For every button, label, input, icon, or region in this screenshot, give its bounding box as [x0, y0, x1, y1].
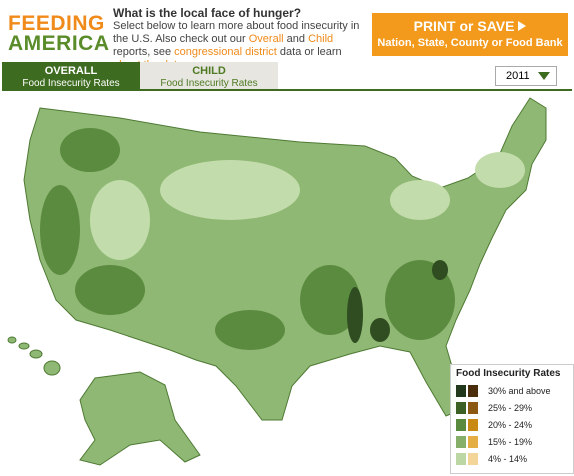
legend-row: 15% - 19% [456, 436, 568, 450]
dropdown-arrow [538, 72, 550, 80]
legend-swatch [456, 402, 466, 414]
print-button[interactable]: PRINT or SAVE Nation, State, County or F… [372, 13, 568, 56]
tab-bar [2, 89, 572, 91]
year-select[interactable]: 2011 [495, 66, 557, 86]
tab[interactable]: OVERALL Food Insecurity Rates [2, 62, 140, 89]
intro-link[interactable]: congressional district [174, 46, 277, 58]
legend-swatch [456, 436, 466, 448]
legend-title: Food Insecurity Rates [456, 368, 561, 379]
legend-label: 30% and above [488, 386, 551, 396]
legend-label: 25% - 29% [488, 403, 533, 413]
intro-text: reports, see [113, 46, 175, 58]
very-high-rate-areas [347, 260, 448, 343]
tab-subtitle: Food Insecurity Rates [160, 78, 258, 89]
tab-title: OVERALL [44, 65, 98, 77]
year-value: 2011 [506, 70, 530, 82]
legend-row: 20% - 24% [456, 419, 568, 433]
legend-swatch [456, 419, 466, 431]
arrow-icon [518, 21, 527, 31]
intro-title: What is the local face of hunger? [113, 6, 302, 20]
high-rate-areas [40, 128, 455, 350]
logo-line: FEEDING [8, 12, 105, 35]
legend-swatch [456, 385, 466, 397]
logo-line: AMERICA [8, 32, 110, 55]
low-rate-areas [90, 152, 525, 260]
legend-row: 4% - 14% [456, 453, 568, 467]
legend-swatch [456, 453, 466, 465]
legend-swatch [468, 385, 478, 397]
tab-subtitle: Food Insecurity Rates [22, 78, 120, 89]
legend-label: 4% - 14% [488, 454, 528, 464]
legend-row: 30% and above [456, 385, 568, 399]
print-title: PRINT or SAVE [372, 18, 568, 34]
alaska [79, 371, 201, 466]
legend-swatch [468, 402, 478, 414]
legend-label: 20% - 24% [488, 420, 533, 430]
intro-text: Select below to learn more about food in… [113, 20, 360, 45]
logo[interactable]: FEEDING AMERICA [8, 12, 110, 55]
legend-swatch [468, 419, 478, 431]
legend-row: 25% - 29% [456, 402, 568, 416]
tab-title: CHILD [192, 65, 226, 77]
hawaii [7, 336, 61, 376]
legend-swatch [468, 436, 478, 448]
intro-text: data or learn [276, 46, 342, 58]
legend: Food Insecurity Rates 30% and above 25% -… [450, 364, 574, 474]
legend-swatch [468, 453, 478, 465]
tab[interactable]: CHILD Food Insecurity Rates [140, 62, 278, 89]
intro-text: and [283, 33, 309, 45]
print-subtitle: Nation, State, County or Food Bank [377, 37, 563, 49]
intro-link[interactable]: Child [308, 33, 334, 45]
legend-label: 15% - 19% [488, 437, 533, 447]
map[interactable] [0, 92, 574, 476]
print-title-text: PRINT or SAVE [413, 18, 515, 34]
intro-link[interactable]: Overall [248, 33, 284, 45]
